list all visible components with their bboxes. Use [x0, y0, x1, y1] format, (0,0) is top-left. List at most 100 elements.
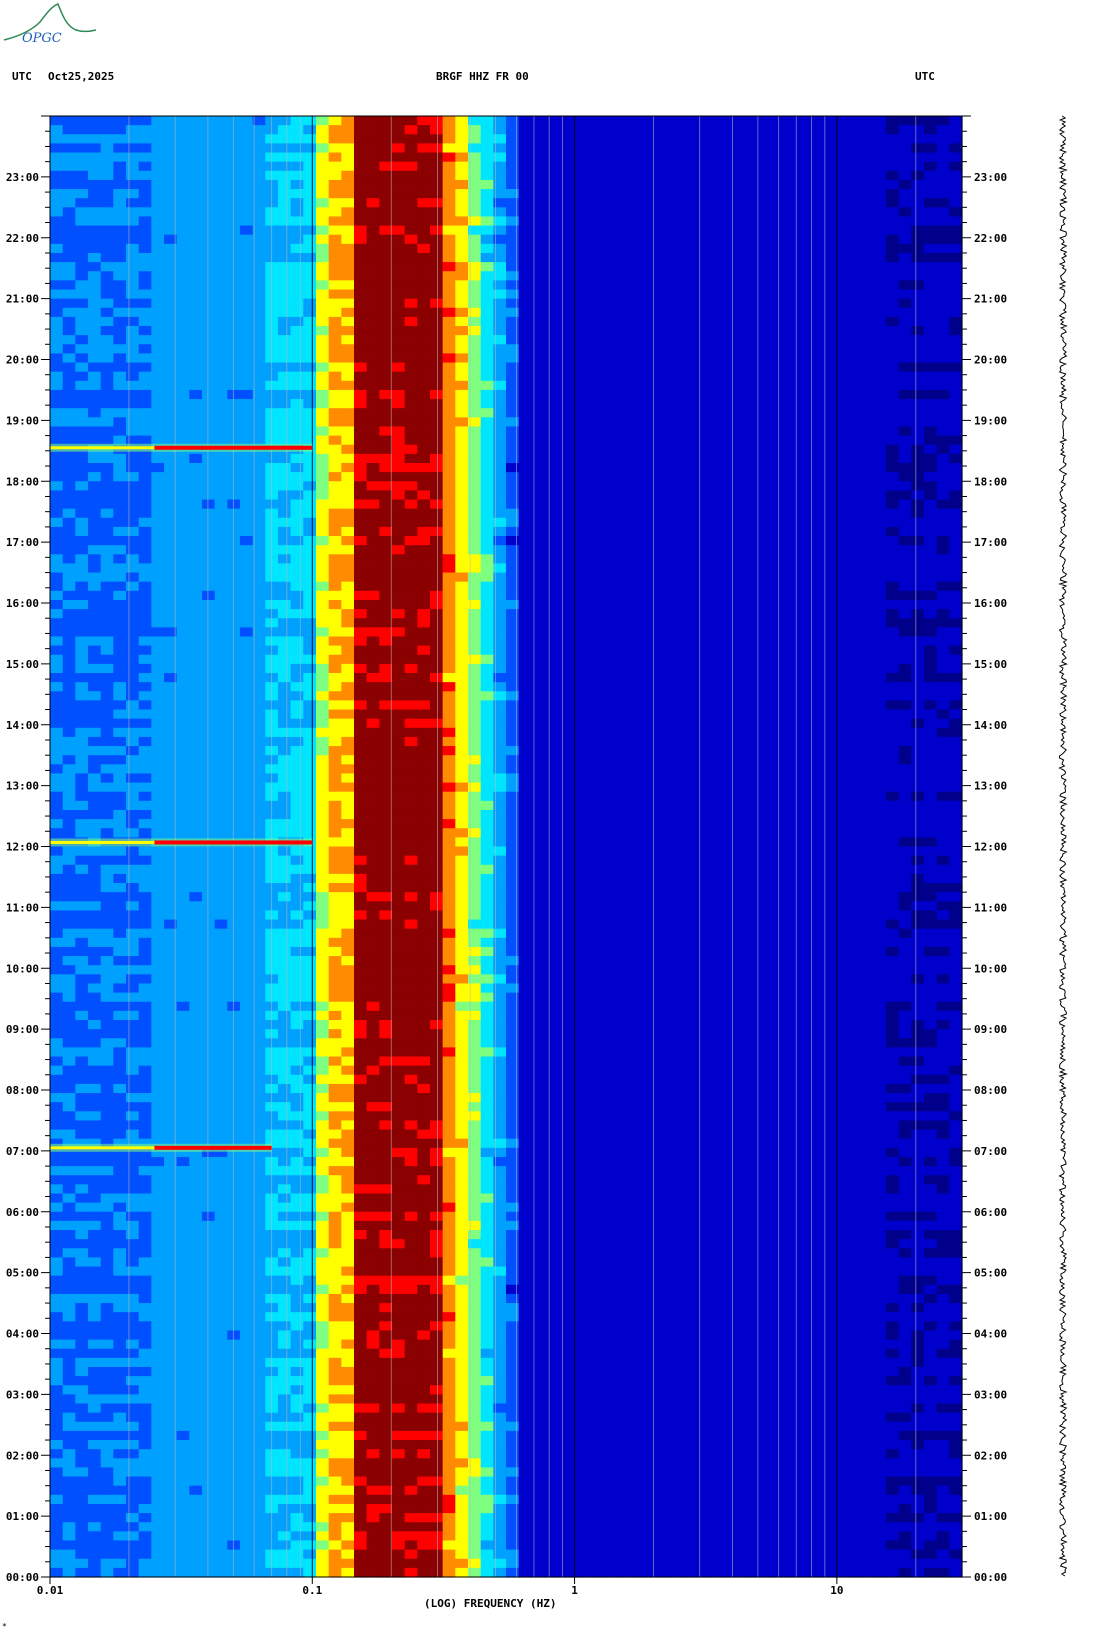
spectrogram-cell [341, 444, 355, 455]
spectrogram-cell [683, 682, 697, 692]
spectrogram-cell [88, 709, 102, 720]
spectrogram-cell [278, 161, 292, 172]
spectrogram-cell [354, 517, 368, 528]
spectrogram-cell [214, 554, 228, 565]
spectrogram-cell [784, 572, 798, 583]
spectrogram-cell [442, 682, 456, 692]
spectrogram-cell [113, 645, 127, 656]
spectrogram-cell [569, 216, 583, 227]
spectrogram-cell [594, 590, 608, 601]
spectrogram-cell [860, 353, 874, 364]
spectrogram-cell [316, 453, 330, 464]
spectrogram-cell [506, 161, 520, 172]
spectrogram-cell [126, 389, 140, 400]
spectrogram-cell [822, 316, 836, 327]
spectrogram-cell [822, 599, 836, 610]
spectrogram-cell [658, 125, 672, 135]
spectrogram-cell [75, 116, 89, 126]
spectrogram-cell [202, 125, 216, 135]
spectrogram-cell [202, 727, 216, 738]
spectrogram-cell [556, 554, 570, 565]
spectrogram-cell [316, 380, 330, 391]
spectrogram-cell [886, 234, 900, 245]
spectrogram-cell [176, 298, 190, 309]
spectrogram-cell [670, 508, 684, 519]
spectrogram-cell [50, 198, 64, 208]
spectrogram-cell [88, 673, 102, 683]
spectrogram-cell [607, 682, 621, 692]
spectrogram-cell [164, 462, 178, 473]
spectrogram-cell [404, 298, 418, 309]
spectrogram-cell [214, 609, 228, 619]
spectrogram-cell [417, 234, 431, 245]
spectrogram-cell [810, 663, 824, 674]
spectrogram-cell [518, 590, 532, 601]
spectrogram-cell [759, 170, 773, 181]
spectrogram-cell [734, 326, 748, 336]
spectrogram-cell [506, 252, 520, 263]
spectrogram-cell [138, 216, 152, 227]
spectrogram-cell [430, 152, 444, 163]
spectrogram-cell [784, 179, 798, 190]
spectrogram-cell [240, 271, 254, 281]
spectrogram-cell [442, 408, 456, 418]
spectrogram-cell [620, 298, 634, 309]
spectrogram-cell [417, 599, 431, 610]
spectrogram-cell [151, 198, 165, 208]
spectrogram-cell [810, 198, 824, 208]
spectrogram-cell [518, 609, 532, 619]
spectrogram-cell [176, 271, 190, 281]
spectrogram-cell [708, 627, 722, 638]
spectrogram-cell [860, 335, 874, 345]
spectrogram-cell [417, 444, 431, 455]
spectrogram-cell [746, 517, 760, 528]
spectrogram-cell [911, 362, 925, 373]
spectrogram-cell [658, 426, 672, 437]
spectrogram-cell [658, 609, 672, 619]
spectrogram-cell [278, 590, 292, 601]
spectrogram-cell [252, 718, 266, 729]
spectrogram-cell [810, 161, 824, 172]
spectrogram-cell [822, 198, 836, 208]
spectrogram-cell [645, 499, 659, 510]
spectrogram-cell [303, 636, 317, 647]
spectrogram-cell [683, 663, 697, 674]
spectrogram-cell [290, 307, 304, 318]
spectrogram-cell [759, 691, 773, 701]
spectrogram-cell [797, 599, 811, 610]
spectrogram-cell [240, 654, 254, 665]
spectrogram-cell [303, 563, 317, 574]
spectrogram-cell [468, 207, 482, 218]
spectrogram-cell [392, 663, 406, 674]
spectrogram-cell [683, 453, 697, 464]
spectrogram-cell [354, 143, 368, 154]
spectrogram-cell [734, 207, 748, 218]
spectrogram-cell [290, 335, 304, 345]
spectrogram-cell [886, 344, 900, 355]
spectrogram-cell [936, 599, 950, 610]
spectrogram-cell [594, 563, 608, 574]
spectrogram-cell [252, 636, 266, 647]
spectrogram-cell [202, 536, 216, 546]
spectrogram-cell [924, 599, 938, 610]
spectrogram-cell [531, 380, 545, 391]
spectrogram-cell [797, 198, 811, 208]
spectrogram-cell [734, 627, 748, 638]
spectrogram-cell [911, 417, 925, 428]
spectrogram-cell [784, 627, 798, 638]
spectrogram-cell [328, 125, 342, 135]
spectrogram-cell [924, 344, 938, 355]
spectrogram-cell [607, 435, 621, 446]
spectrogram-cell [582, 490, 596, 501]
spectrogram-cell [455, 389, 469, 400]
spectrogram-cell [759, 362, 773, 373]
spectrogram-cell [480, 453, 494, 464]
spectrogram-cell [392, 417, 406, 428]
spectrogram-cell [88, 179, 102, 190]
spectrogram-cell [176, 636, 190, 647]
spectrogram-cell [417, 252, 431, 263]
spectrogram-cell [506, 280, 520, 291]
spectrogram-cell [797, 545, 811, 555]
spectrogram-cell [949, 563, 963, 574]
spectrogram-cell [328, 225, 342, 236]
